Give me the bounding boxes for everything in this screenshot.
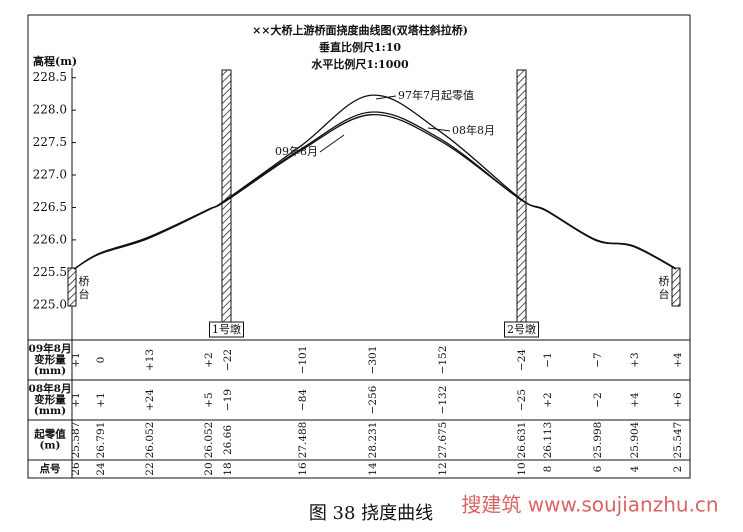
deformation-08: −19 (222, 389, 234, 411)
point-number: 22 (144, 462, 156, 475)
deformation-09: −301 (367, 346, 379, 375)
deformation-09: +13 (144, 349, 156, 371)
outer-frame (27, 14, 691, 479)
point-number: 6 (592, 465, 604, 472)
caption: 图 38 挠度曲线 (309, 503, 433, 524)
zero-value: 28.231 (367, 422, 379, 459)
zero-value: 26.052 (144, 422, 156, 459)
legend-label: 97年7月起零值 (398, 88, 474, 102)
zero-value: 27.675 (437, 422, 449, 459)
leader-line (427, 127, 451, 132)
point-number: 20 (203, 462, 215, 475)
zero-value: 25.904 (629, 421, 641, 458)
y-tick-label: 226.0 (33, 232, 67, 246)
y-tick-label: 225.0 (33, 297, 67, 311)
pier-label: 1号墩 (212, 322, 241, 336)
zero-value: 26.052 (203, 422, 215, 459)
deformation-09: +2 (203, 352, 215, 367)
point-number: 8 (542, 466, 554, 473)
deformation-09: −152 (437, 346, 449, 375)
pier-label-box (209, 321, 244, 338)
deformation-09: +3 (629, 352, 641, 367)
deformation-09: −7 (592, 352, 604, 367)
point-number: 18 (222, 462, 234, 475)
y-axis-title: 高程(m) (33, 54, 77, 68)
y-tick-label: 228.5 (33, 70, 67, 84)
point-number: 10 (516, 462, 528, 475)
y-tick-label: 225.5 (33, 265, 67, 279)
pier-label-box (504, 321, 539, 338)
zero-value: 25.998 (592, 422, 604, 459)
deformation-09: −1 (542, 352, 554, 367)
deformation-08: −256 (367, 385, 379, 414)
y-tick-label: 226.5 (33, 200, 67, 214)
pier-label: 2号墩 (507, 322, 536, 336)
abutment (671, 267, 681, 307)
deformation-08: +1 (70, 392, 82, 407)
point-number: 4 (629, 465, 641, 472)
deformation-08: −2 (592, 392, 604, 407)
deformation-08: +4 (629, 392, 641, 408)
zero-value: 26.791 (95, 422, 107, 459)
chart-subtitle: 水平比例尺1:1000 (311, 57, 409, 71)
deformation-08: −84 (297, 389, 309, 411)
legend-label: 09年8月 (275, 144, 318, 158)
zero-value: 27.488 (297, 422, 309, 459)
row-header: 09年8月 (29, 342, 72, 355)
deformation-09: +1 (70, 352, 82, 367)
point-number: 12 (437, 462, 449, 475)
curve (73, 94, 677, 270)
row-header: 变形量 (34, 393, 66, 406)
row-header: 08年8月 (29, 382, 72, 395)
zero-value: 26.66 (222, 425, 234, 455)
deformation-08: +6 (672, 392, 684, 408)
abutment-label: 桥台 (79, 275, 90, 301)
deformation-08: +2 (542, 392, 554, 407)
legend-label: 08年8月 (452, 123, 495, 137)
row-header: (mm) (34, 365, 66, 377)
point-number: 14 (367, 462, 379, 476)
leader-line (319, 134, 345, 153)
deformation-08: −132 (437, 386, 449, 415)
point-number: 24 (95, 462, 107, 476)
leader-line (375, 95, 397, 100)
abutment-label: 桥台 (659, 275, 670, 301)
deformation-09: −101 (297, 346, 309, 375)
chart-subtitle: 垂直比例尺1:10 (319, 40, 401, 54)
watermark: 搜建筑 www.soujianzhu.cn (461, 493, 718, 517)
zero-value: 25.547 (672, 422, 684, 459)
point-number: 16 (297, 462, 309, 476)
deformation-08: +5 (203, 392, 215, 407)
chart-title: ××大桥上游桥面挠度曲线图(双塔柱斜拉桥) (252, 23, 468, 37)
deformation-08: +1 (95, 392, 107, 407)
curve (73, 114, 677, 270)
point-number: 26 (70, 462, 82, 476)
zero-value: 26.631 (516, 422, 528, 459)
deformation-09: +4 (672, 352, 684, 368)
y-tick-label: 227.5 (33, 135, 67, 149)
pier (221, 69, 232, 323)
row-header: (m) (39, 440, 60, 452)
deformation-08: −25 (516, 389, 528, 411)
zero-value: 25.587 (70, 422, 82, 459)
row-header: (mm) (34, 405, 66, 417)
curve (73, 111, 677, 270)
deformation-09: −24 (516, 349, 528, 371)
deformation-09: 0 (95, 357, 107, 364)
abutment (67, 267, 77, 307)
row-header: 起零值 (33, 428, 66, 441)
y-tick-label: 228.0 (33, 103, 67, 117)
y-tick-label: 227.0 (33, 168, 67, 182)
deformation-08: +24 (144, 389, 156, 411)
row-header: 变形量 (34, 353, 66, 366)
row-header: 点号 (40, 462, 61, 475)
point-number: 2 (672, 466, 684, 473)
deformation-09: −22 (222, 349, 234, 371)
pier (516, 69, 527, 323)
zero-value: 26.113 (542, 422, 554, 459)
